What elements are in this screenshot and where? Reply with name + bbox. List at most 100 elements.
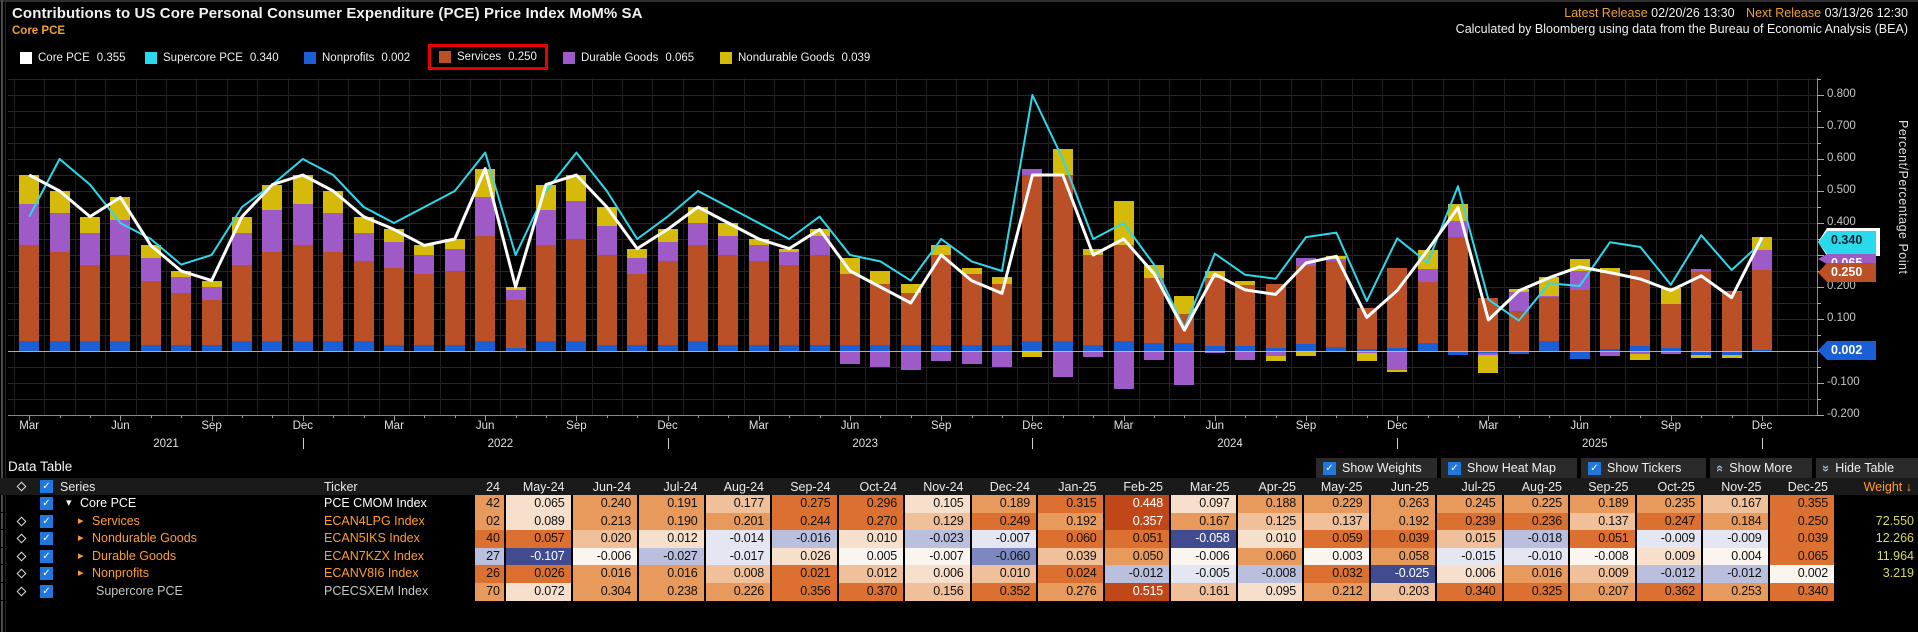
x-tick: [1002, 415, 1003, 418]
drag-handle-icon[interactable]: [16, 516, 28, 528]
x-month-label: Sep: [1657, 420, 1685, 432]
legend-item[interactable]: Core PCE 0.355: [20, 50, 126, 66]
value-cell: 0.021: [772, 565, 837, 583]
x-tick: [1336, 415, 1337, 418]
value-cell: 0.325: [1504, 583, 1569, 601]
value-cell: -0.018: [1504, 530, 1569, 548]
show-heat-map-toggle[interactable]: ✓ Show Heat Map: [1441, 458, 1577, 478]
month-column-header: Sep-24: [772, 479, 837, 496]
value-cell: 0.207: [1570, 583, 1635, 601]
expand-icon[interactable]: ▸: [78, 513, 84, 531]
drag-handle-icon[interactable]: [16, 551, 28, 563]
legend-label: Nonprofits: [322, 52, 374, 64]
x-tick: [60, 415, 61, 418]
expand-icon[interactable]: ▸: [78, 565, 84, 583]
hide-table-button[interactable]: » Hide Table: [1816, 458, 1918, 478]
drag-handle-icon[interactable]: [16, 481, 28, 493]
sort-descending-icon[interactable]: ↓: [1906, 480, 1912, 494]
value-cell: 0.225: [1504, 495, 1569, 513]
value-cell: -0.107: [506, 548, 571, 566]
row-checkbox[interactable]: ✓: [40, 480, 53, 493]
legend-item[interactable]: Supercore PCE0.340: [145, 50, 279, 66]
value-cell: 0.190: [639, 513, 704, 531]
series-name-cell: Supercore PCE: [48, 583, 320, 601]
table-row[interactable]: ✓Supercore PCEPCECSXEM Index700.0720.304…: [0, 583, 1918, 601]
y-tick: [1817, 383, 1824, 384]
value-cell-clipped: 26: [475, 565, 504, 583]
month-column-header: Mar-25: [1171, 479, 1236, 496]
show-weights-toggle[interactable]: ✓ Show Weights: [1316, 458, 1437, 478]
value-cell: -0.012: [1105, 565, 1170, 583]
axis-badge: 0.250: [1818, 263, 1876, 282]
value-cell: 0.012: [639, 530, 704, 548]
y-tick: [1817, 207, 1821, 208]
legend-swatch: [304, 52, 316, 64]
month-column-header: May-24: [506, 479, 571, 496]
x-tick: [1367, 415, 1368, 418]
expand-icon[interactable]: ▸: [78, 530, 84, 548]
y-tick: [1817, 415, 1824, 416]
legend-item[interactable]: Nonprofits0.002: [304, 50, 410, 66]
x-month-label: Sep: [927, 420, 955, 432]
ticker-cell: ECAN7KZX Index: [324, 548, 475, 566]
table-row[interactable]: ✓▸Nondurable GoodsECAN5IKS Index400.0570…: [0, 530, 1918, 548]
value-cell: 0.189: [1570, 495, 1635, 513]
legend-item[interactable]: Durable Goods0.065: [563, 50, 694, 66]
legend-label: Core PCE: [38, 52, 90, 64]
table-row[interactable]: ✓▸NonprofitsECANV8I6 Index260.0260.0160.…: [0, 565, 1918, 583]
y-tick: [1817, 335, 1821, 336]
x-month-label: Mar: [380, 420, 408, 432]
legend-item[interactable]: Services0.250: [439, 49, 537, 65]
table-row[interactable]: ✓▸ServicesECAN4LPG Index020.0890.2130.19…: [0, 513, 1918, 531]
value-cell: -0.007: [972, 530, 1037, 548]
show-weights-checkbox[interactable]: ✓: [1323, 462, 1336, 475]
line-core-pce: [29, 169, 1762, 331]
value-cell: 0.095: [1238, 583, 1303, 601]
x-month-label: Jun: [836, 420, 864, 432]
x-tick: [1184, 415, 1185, 418]
x-month-label: Sep: [1292, 420, 1320, 432]
value-cell-clipped: 70: [475, 583, 504, 601]
line-supercore-pce: [29, 95, 1762, 328]
value-cell: 0.156: [905, 583, 970, 601]
legend-item[interactable]: Nondurable Goods0.039: [720, 50, 870, 66]
x-tick: [516, 415, 517, 418]
month-column-header: Oct-25: [1637, 479, 1702, 496]
table-row[interactable]: ✓▸Durable GoodsECAN7KZX Index27-0.107-0.…: [0, 548, 1918, 566]
drag-handle-icon[interactable]: [16, 533, 28, 545]
show-heat-map-checkbox[interactable]: ✓: [1448, 462, 1461, 475]
value-cell: 0.249: [972, 513, 1037, 531]
value-cell: 0.039: [1770, 530, 1835, 548]
value-cell: -0.010: [1504, 548, 1569, 566]
collapse-icon[interactable]: ▾: [66, 495, 72, 513]
value-cell: 0.192: [1371, 513, 1436, 531]
show-tickers-checkbox[interactable]: ✓: [1588, 462, 1601, 475]
x-tick: [1093, 415, 1094, 418]
show-tickers-toggle[interactable]: ✓ Show Tickers: [1581, 458, 1706, 478]
value-cell: 0.250: [1770, 513, 1835, 531]
x-year-label: 2022: [480, 438, 520, 450]
value-cell: 0.362: [1637, 583, 1702, 601]
value-cell: 0.203: [1371, 583, 1436, 601]
value-cell: 0.059: [1304, 530, 1369, 548]
drag-handle-icon[interactable]: [16, 586, 28, 598]
value-cell: 0.515: [1105, 583, 1170, 601]
bloomberg-terminal-screen: Contributions to US Core Personal Consum…: [0, 0, 1918, 632]
x-tick: [1732, 415, 1733, 418]
value-cell: 0.247: [1637, 513, 1702, 531]
value-cell: 0.008: [706, 565, 771, 583]
year-boundary-tick: [1397, 438, 1398, 449]
legend-value: 0.355: [97, 52, 126, 64]
value-cell: -0.006: [1171, 548, 1236, 566]
data-table-title: Data Table: [8, 459, 72, 474]
value-cell: 0.002: [1770, 565, 1835, 583]
value-cell: -0.058: [1171, 530, 1236, 548]
show-more-button[interactable]: « Show More: [1710, 458, 1812, 478]
y-tick-label: 0.800: [1827, 88, 1856, 100]
expand-icon[interactable]: ▸: [78, 548, 84, 566]
value-cell: -0.025: [1371, 565, 1436, 583]
drag-handle-icon[interactable]: [16, 568, 28, 580]
value-cell: 0.065: [506, 495, 571, 513]
legend-label: Services: [457, 51, 501, 63]
table-row[interactable]: ✓▾Core PCEPCE CMOM Index420.0650.2400.19…: [0, 495, 1918, 513]
